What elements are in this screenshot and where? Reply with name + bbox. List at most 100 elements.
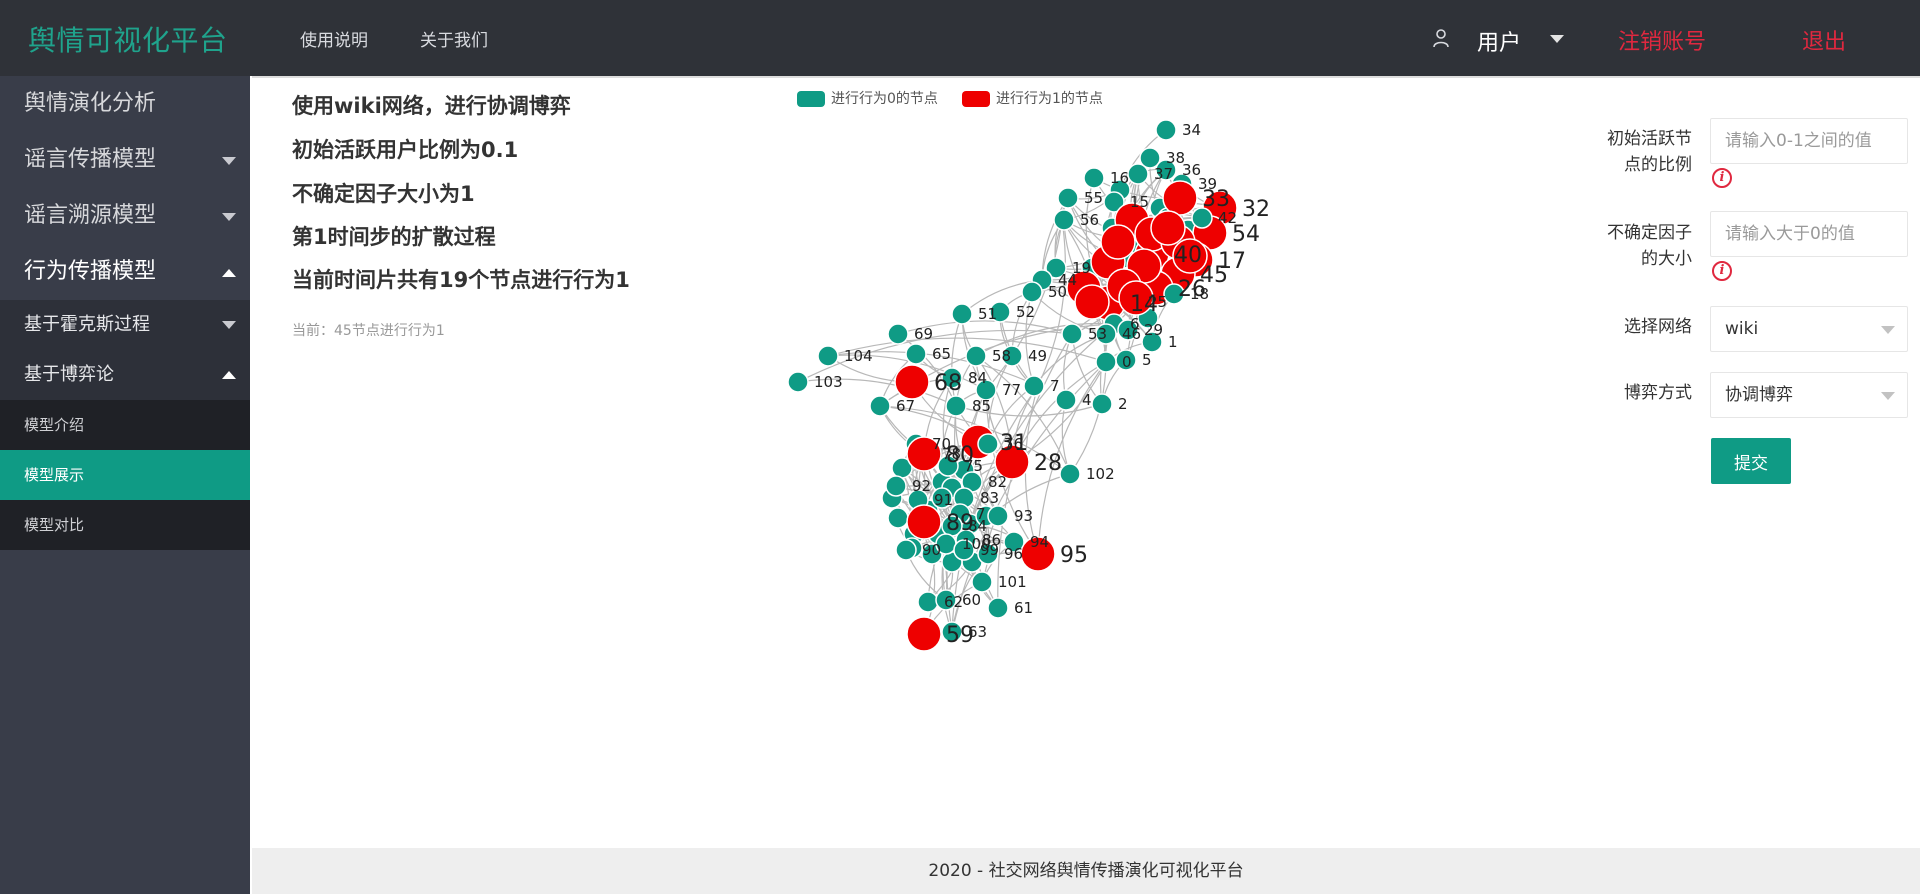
legend-label: 进行行为1的节点 — [996, 91, 1103, 107]
graph-edge — [985, 219, 1063, 391]
sidebar-leaf-model-compare[interactable]: 模型对比 — [0, 500, 250, 550]
graph-edge — [827, 337, 1107, 363]
legend-item-behavior1[interactable]: 进行行为1的节点 — [962, 88, 1103, 108]
legend-item-behavior0[interactable]: 进行行为0的节点 — [797, 88, 938, 108]
graph-node-label: 59 — [946, 623, 974, 648]
graph-node-label: 56 — [1080, 211, 1099, 229]
sidebar-item-opinion-evolution[interactable]: 舆情演化分析 — [0, 76, 250, 132]
sidebar-item-rumor-source[interactable]: 谣言溯源模型 — [0, 188, 250, 244]
graph-node-label: 28 — [1034, 451, 1062, 476]
graph-node-label: 5 — [1142, 351, 1152, 369]
network-select[interactable]: wiki — [1710, 306, 1908, 352]
graph-node — [1083, 167, 1105, 189]
user-icon — [1433, 29, 1449, 48]
sidebar-subitem-hawkes[interactable]: 基于霍克斯过程 — [0, 300, 250, 350]
graph-node — [953, 539, 975, 561]
graph-node-label: 101 — [998, 573, 1027, 591]
sidebar-item-rumor-spread[interactable]: 谣言传播模型 — [0, 132, 250, 188]
graph-node-label: 55 — [1084, 189, 1103, 207]
graph-node-label: 0 — [1122, 353, 1132, 371]
graph-node — [1117, 319, 1139, 341]
graph-node-active — [1074, 284, 1110, 320]
graph-node-label: 96 — [1004, 545, 1023, 563]
graph-node — [1057, 187, 1079, 209]
graph-node-active — [894, 364, 930, 400]
graph-node-label: 104 — [844, 347, 873, 365]
info-uncertainty: 不确定因子大小为1 — [292, 182, 475, 206]
graph-node-label: 14 — [1130, 292, 1158, 317]
sidebar-leaf-model-demo[interactable]: 模型展示 — [0, 450, 250, 500]
graph-node-label: 54 — [1232, 222, 1260, 247]
quit-link[interactable]: 退出 — [1802, 30, 1847, 55]
graph-edge — [951, 361, 1107, 633]
graph-node-label: 85 — [972, 397, 991, 415]
graph-node — [1139, 147, 1161, 169]
graph-node-label: 26 — [1178, 277, 1206, 302]
sidebar-subitem-game-theory[interactable]: 基于博弈论 — [0, 350, 250, 400]
app-logo[interactable]: 舆情可视化平台 — [28, 24, 228, 57]
graph-edge — [827, 351, 1039, 387]
chevron-up-icon — [222, 371, 236, 379]
graph-node — [1155, 119, 1177, 141]
sidebar-leaf-model-intro[interactable]: 模型介绍 — [0, 400, 250, 450]
sidebar-item-label: 行为传播模型 — [24, 259, 157, 284]
graph-node-label: 37 — [1154, 165, 1173, 183]
graph-node-active — [1100, 224, 1136, 260]
graph-edge — [1069, 361, 1107, 475]
graph-node-label: 51 — [978, 305, 997, 323]
legend-label: 进行行为0的节点 — [831, 91, 938, 107]
graph-edge — [797, 378, 957, 407]
graph-node — [965, 345, 987, 367]
graph-node-label: 67 — [896, 397, 915, 415]
graph-node-label: 68 — [934, 371, 962, 396]
graph-node-label: 60 — [962, 591, 981, 609]
graph-node — [1141, 331, 1163, 353]
graph-node-label: 19 — [1072, 259, 1091, 277]
graph-node-label: 29 — [1144, 321, 1163, 339]
graph-node-active — [1172, 238, 1208, 274]
submit-button[interactable]: 提交 — [1711, 438, 1791, 484]
chevron-down-icon[interactable] — [1550, 35, 1564, 43]
graph-node — [1155, 159, 1177, 181]
graph-node — [931, 487, 953, 509]
logout-account-link[interactable]: 注销账号 — [1618, 30, 1707, 55]
network-select-label: 选择网络 — [1624, 317, 1692, 337]
game-select[interactable]: 协调博弈 — [1710, 372, 1908, 418]
graph-node-active — [906, 436, 942, 472]
sidebar-item-behavior-spread[interactable]: 行为传播模型 — [0, 244, 250, 300]
graph-node-label: 77 — [1002, 381, 1021, 399]
graph-node — [1001, 345, 1023, 367]
graph-node-label: 31 — [1000, 431, 1028, 456]
uncertainty-input[interactable] — [1710, 211, 1908, 257]
user-menu-label[interactable]: 用户 — [1477, 31, 1522, 56]
graph-node-label: 1 — [1168, 333, 1178, 351]
graph-node — [1023, 375, 1045, 397]
graph-node — [1061, 323, 1083, 345]
warning-icon: i — [1712, 168, 1732, 188]
nav-usage-guide[interactable]: 使用说明 — [300, 31, 368, 51]
graph-node — [1103, 191, 1125, 213]
graph-node-label: 18 — [1190, 285, 1209, 303]
active-ratio-input[interactable] — [1710, 118, 1908, 164]
graph-edge — [975, 355, 1071, 475]
chevron-down-icon — [222, 157, 236, 165]
graph-node — [975, 379, 997, 401]
graph-node-label: 65 — [932, 345, 951, 363]
graph-node-label: 83 — [980, 489, 999, 507]
graph-node-label: 84 — [968, 369, 987, 387]
graph-node-label: 93 — [1014, 507, 1033, 525]
graph-node-label: 50 — [1048, 283, 1067, 301]
graph-node — [977, 543, 999, 565]
graph-node-label: 39 — [1198, 175, 1217, 193]
graph-node — [1053, 209, 1075, 231]
graph-node-label: 33 — [1202, 187, 1230, 212]
graph-node — [1191, 207, 1213, 229]
info-time-step: 第1时间步的扩散过程 — [292, 225, 496, 249]
graph-node-label: 76 — [1004, 435, 1023, 453]
nav-about-us[interactable]: 关于我们 — [420, 31, 488, 51]
graph-node — [1059, 463, 1081, 485]
graph-node — [935, 589, 957, 611]
graph-node — [885, 475, 907, 497]
